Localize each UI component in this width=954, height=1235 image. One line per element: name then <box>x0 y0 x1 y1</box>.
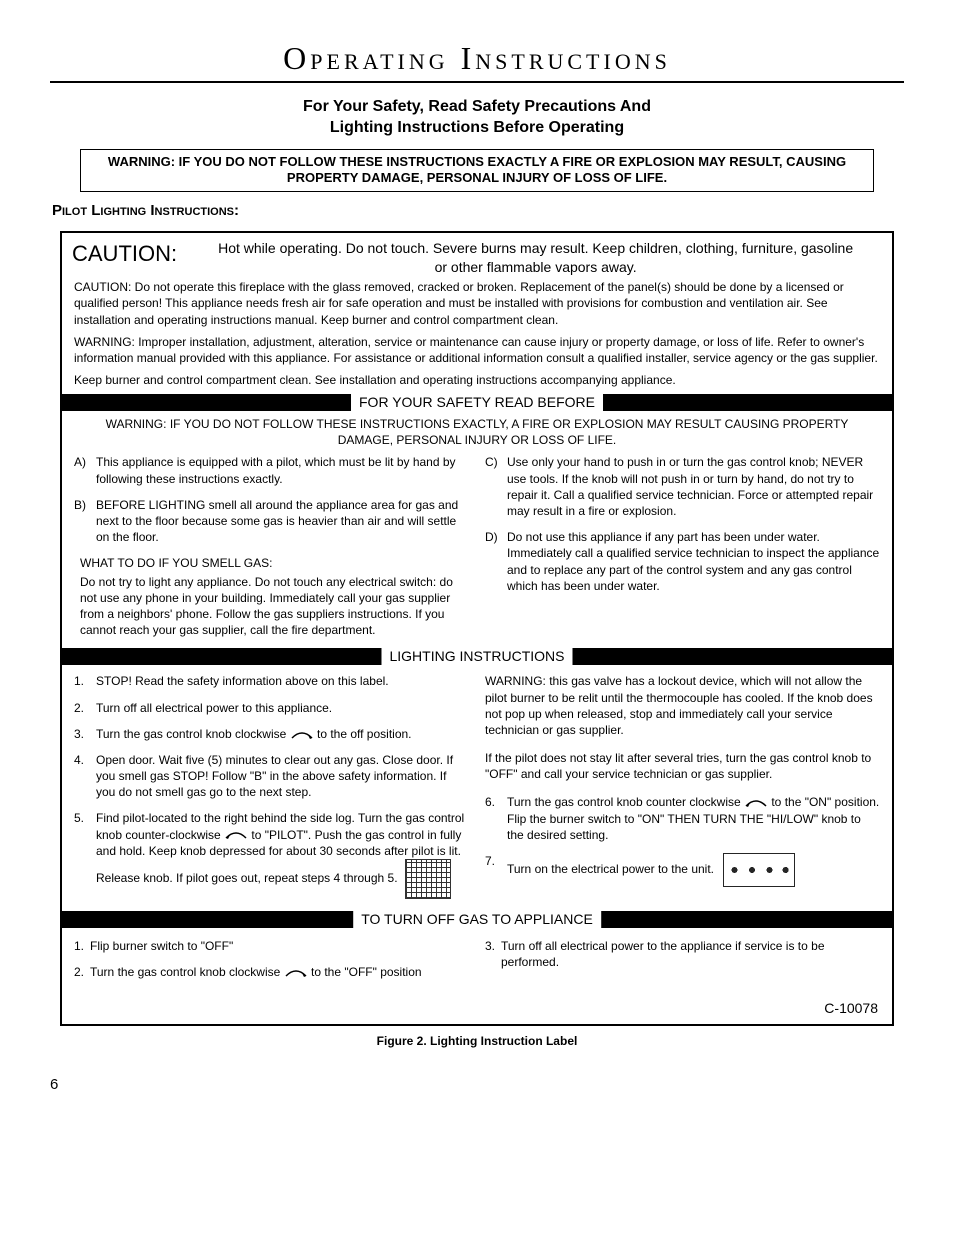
t7: Turn on the electrical power to the unit… <box>507 853 880 887</box>
clockwise-arrow-icon <box>284 968 308 978</box>
t6a: Turn the gas control knob counter clockw… <box>507 795 744 809</box>
smell-gas-body: Do not try to light any appliance. Do no… <box>80 574 469 639</box>
safety-read-bar-text: FOR YOUR SAFETY READ BEFORE <box>351 393 603 412</box>
off-left-col: 1.Flip burner switch to "OFF" 2.Turn the… <box>74 938 469 990</box>
m4: 4. <box>74 752 96 801</box>
m3: 3. <box>74 726 96 742</box>
label-code: C-10078 <box>62 994 892 1024</box>
keep-clean-paragraph: Keep burner and control compartment clea… <box>62 372 892 388</box>
t7a: Turn on the electrical power to the unit… <box>507 862 714 876</box>
off-right-col: 3.Turn off all electrical power to the a… <box>485 938 880 990</box>
marker-c: C) <box>485 454 507 519</box>
m1: 1. <box>74 673 96 689</box>
safety-item-a: A) This appliance is equipped with a pil… <box>74 454 469 486</box>
counter-clockwise-arrow-icon <box>224 830 248 840</box>
subtitle-line1: For Your Safety, Read Safety Precautions… <box>303 98 651 115</box>
caution-row: CAUTION: Hot while operating. Do not tou… <box>62 233 892 279</box>
t3b: to the off position. <box>314 727 412 741</box>
text-d: Do not use this appliance if any part ha… <box>507 529 880 594</box>
om2: 2. <box>74 964 90 980</box>
inner-warning: WARNING: IF YOU DO NOT FOLLOW THESE INST… <box>62 411 892 454</box>
lockout-warning-text: WARNING: this gas valve has a lockout de… <box>485 673 880 738</box>
warning-lead: WARNING: <box>74 335 135 349</box>
t2: Turn off all electrical power to this ap… <box>96 700 469 716</box>
t4: Open door. Wait five (5) minutes to clea… <box>96 752 469 801</box>
warning-paragraph: WARNING: Improper installation, adjustme… <box>62 334 892 366</box>
safety-item-d: D) Do not use this appliance if any part… <box>485 529 880 594</box>
lighting-instructions-bar-text: LIGHTING INSTRUCTIONS <box>381 647 572 666</box>
om3: 3. <box>485 938 501 970</box>
safety-item-b: B) BEFORE LIGHTING smell all around the … <box>74 497 469 546</box>
lighting-step-7: 7.Turn on the electrical power to the un… <box>485 853 880 887</box>
counter-clockwise-arrow-icon <box>744 798 768 808</box>
om1: 1. <box>74 938 90 954</box>
t1: STOP! Read the safety information above … <box>96 673 469 689</box>
lighting-left-col: 1.STOP! Read the safety information abov… <box>74 673 469 901</box>
caution-paragraph: CAUTION: Do not operate this fireplace w… <box>62 279 892 328</box>
lighting-step-6: 6.Turn the gas control knob counter cloc… <box>485 794 880 843</box>
lighting-step-3: 3.Turn the gas control knob clockwise to… <box>74 726 469 742</box>
lighting-step-5: 5.Find pilot-located to the right behind… <box>74 810 469 899</box>
ot2: Turn the gas control knob clockwise to t… <box>90 964 469 980</box>
instruction-label-box: CAUTION: Hot while operating. Do not tou… <box>60 231 894 1026</box>
safety-item-c: C) Use only your hand to push in or turn… <box>485 454 880 519</box>
ot2b: to the "OFF" position <box>308 965 422 979</box>
safety-columns: A) This appliance is equipped with a pil… <box>62 454 892 644</box>
text-a: This appliance is equipped with a pilot,… <box>96 454 469 486</box>
turn-off-columns: 1.Flip burner switch to "OFF" 2.Turn the… <box>62 928 892 994</box>
t3a: Turn the gas control knob clockwise <box>96 727 290 741</box>
lighting-right-col: WARNING: this gas valve has a lockout de… <box>485 673 880 901</box>
off-step-1: 1.Flip burner switch to "OFF" <box>74 938 469 954</box>
control-panel-icon <box>723 853 795 887</box>
pilot-not-lit-text: If the pilot does not stay lit after sev… <box>485 750 880 782</box>
page-title: Operating Instructions <box>50 40 904 83</box>
turn-off-bar-text: TO TURN OFF GAS TO APPLIANCE <box>353 910 601 929</box>
caution-lead: CAUTION: <box>74 280 131 294</box>
lighting-columns: 1.STOP! Read the safety information abov… <box>62 665 892 907</box>
off-step-3: 3.Turn off all electrical power to the a… <box>485 938 880 970</box>
lighting-step-1: 1.STOP! Read the safety information abov… <box>74 673 469 689</box>
lighting-step-4: 4.Open door. Wait five (5) minutes to cl… <box>74 752 469 801</box>
safety-read-bar: FOR YOUR SAFETY READ BEFORE <box>62 394 892 411</box>
smell-gas-block: WHAT TO DO IF YOU SMELL GAS: Do not try … <box>74 555 469 638</box>
safety-right-col: C) Use only your hand to push in or turn… <box>485 454 880 638</box>
marker-d: D) <box>485 529 507 594</box>
safety-subtitle: For Your Safety, Read Safety Precautions… <box>50 97 904 139</box>
subtitle-line2: Lighting Instructions Before Operating <box>330 119 624 136</box>
caution-word: CAUTION: <box>72 239 212 269</box>
lighting-step-2: 2.Turn off all electrical power to this … <box>74 700 469 716</box>
pilot-section-heading: Pilot Lighting Instructions: <box>52 202 904 219</box>
caution-body: Do not operate this fireplace with the g… <box>74 280 844 326</box>
m6: 6. <box>485 794 507 843</box>
m2: 2. <box>74 700 96 716</box>
warning-body: Improper installation, adjustment, alter… <box>74 335 878 365</box>
t3: Turn the gas control knob clockwise to t… <box>96 726 469 742</box>
text-c: Use only your hand to push in or turn th… <box>507 454 880 519</box>
caution-text: Hot while operating. Do not touch. Sever… <box>216 239 856 277</box>
page-number: 6 <box>50 1076 904 1093</box>
pilot-diagram-icon <box>405 859 451 899</box>
off-step-2: 2.Turn the gas control knob clockwise to… <box>74 964 469 980</box>
text-b: BEFORE LIGHTING smell all around the app… <box>96 497 469 546</box>
top-warning-box: WARNING: IF YOU DO NOT FOLLOW THESE INST… <box>80 149 874 193</box>
turn-off-bar: TO TURN OFF GAS TO APPLIANCE <box>62 911 892 928</box>
m5: 5. <box>74 810 96 899</box>
smell-gas-heading: WHAT TO DO IF YOU SMELL GAS: <box>80 555 469 571</box>
safety-left-col: A) This appliance is equipped with a pil… <box>74 454 469 638</box>
clockwise-arrow-icon <box>290 730 314 740</box>
t5: Find pilot-located to the right behind t… <box>96 810 469 899</box>
lighting-instructions-bar: LIGHTING INSTRUCTIONS <box>62 648 892 665</box>
marker-b: B) <box>74 497 96 546</box>
m7: 7. <box>485 853 507 887</box>
ot1: Flip burner switch to "OFF" <box>90 938 469 954</box>
t6: Turn the gas control knob counter clockw… <box>507 794 880 843</box>
marker-a: A) <box>74 454 96 486</box>
figure-caption: Figure 2. Lighting Instruction Label <box>50 1034 904 1048</box>
ot3: Turn off all electrical power to the app… <box>501 938 880 970</box>
ot2a: Turn the gas control knob clockwise <box>90 965 284 979</box>
